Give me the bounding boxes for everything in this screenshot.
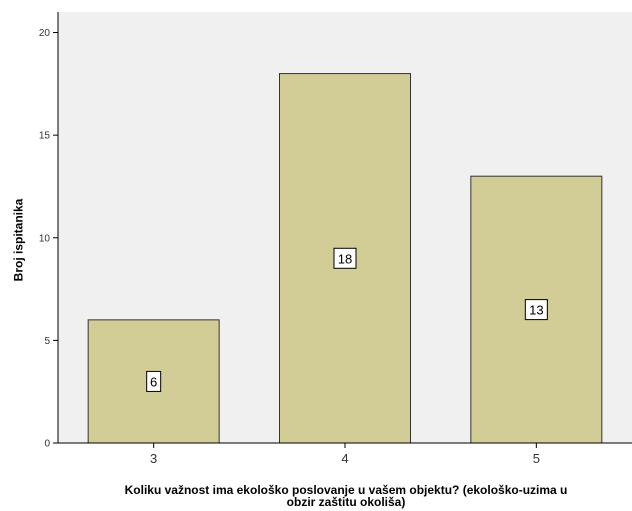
data-label-4: 18 (338, 251, 352, 266)
x-tick-label-3: 3 (150, 451, 157, 466)
y-tick-label: 0 (44, 439, 50, 450)
x-axis-title: Koliku važnost ima ekološko poslovanje u… (60, 484, 632, 508)
y-tick-label: 10 (39, 233, 51, 244)
y-axis-title: Broj ispitanika (4, 140, 32, 340)
data-label-box-4 (333, 247, 357, 269)
data-label-box-3 (146, 370, 162, 392)
data-label-3: 6 (150, 374, 157, 389)
y-axis-title-text: Broj ispitanika (11, 198, 25, 282)
y-tick-label: 20 (39, 28, 51, 39)
data-label-box-5 (524, 299, 548, 321)
x-axis-title-line-2: obzir zaštitu okoliša) (286, 495, 406, 509)
y-tick-label: 15 (39, 131, 51, 142)
x-tick-label-4: 4 (341, 451, 348, 466)
y-tick-label: 5 (44, 336, 50, 347)
data-label-5: 13 (529, 303, 543, 318)
x-tick-label-5: 5 (533, 451, 540, 466)
x-axis-title-line-1: Koliku važnost ima ekološko poslovanje u… (124, 483, 568, 497)
